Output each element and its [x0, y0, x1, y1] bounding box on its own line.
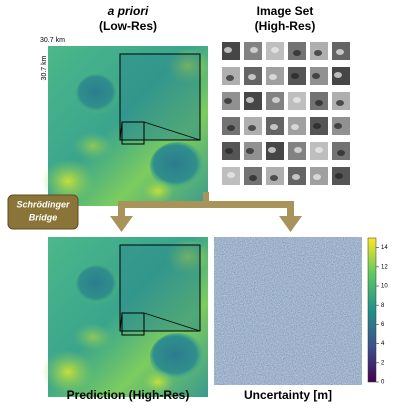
thumbnail-detail	[249, 175, 257, 181]
left-subtitle: (Low-Res)	[99, 19, 157, 33]
colorbar-tick-label: 0	[381, 380, 385, 386]
thumbnail-detail	[227, 125, 235, 131]
prediction-caption: Prediction (High-Res)	[67, 388, 190, 402]
colorbar-tick-label: 8	[381, 303, 385, 309]
thumbnail-detail	[272, 97, 280, 103]
thumbnail-detail	[291, 124, 299, 130]
thumbnail-detail	[246, 97, 254, 103]
thumbnail-detail	[268, 147, 276, 153]
thumbnail-detail	[270, 175, 278, 181]
thumbnail-detail	[225, 148, 233, 154]
thumbnail-detail	[248, 125, 256, 131]
prediction-image	[41, 236, 211, 398]
uncertainty-caption: Uncertainty [m]	[244, 388, 332, 402]
thumbnail-detail	[269, 74, 277, 80]
thumbnail-detail	[336, 49, 344, 55]
thumbnail-detail	[250, 47, 258, 53]
thumbnail-detail	[224, 47, 232, 53]
colorbar-tick-label: 6	[381, 322, 385, 328]
thumbnail-detail	[270, 124, 278, 130]
thumbnail-detail	[315, 147, 323, 153]
thumbnail-detail	[271, 47, 279, 53]
colorbar-tick-label: 12	[381, 264, 388, 270]
thumbnail-detail	[293, 50, 301, 56]
uncertainty-map	[214, 237, 362, 385]
left-title: a priori	[108, 4, 149, 18]
thumbnail-detail	[334, 72, 342, 78]
scale-x: 30.7 km	[40, 37, 65, 44]
thumbnail-detail	[337, 150, 345, 156]
thumbnail-detail	[312, 73, 320, 79]
thumbnail-detail	[227, 172, 235, 178]
colorbar-tick-label: 4	[381, 341, 385, 347]
bridge-line2: Bridge	[29, 212, 58, 222]
thumbnail-detail	[334, 123, 342, 129]
thumbnail-detail	[315, 100, 323, 106]
thumbnail-detail	[224, 98, 232, 104]
thumbnail-detail	[313, 123, 321, 129]
low-res-image	[41, 45, 211, 207]
colorbar-tick-label: 10	[381, 284, 388, 290]
right-title: Image Set	[257, 4, 314, 18]
thumbnail-detail	[226, 75, 234, 81]
thumbnail-detail	[248, 74, 256, 80]
colorbar	[367, 237, 377, 383]
bridge-box	[7, 194, 79, 230]
colorbar-tick-label: 2	[381, 360, 385, 366]
colorbar-tick-label: 14	[381, 245, 388, 251]
thumbnail-detail	[335, 173, 343, 179]
right-subtitle: (High-Res)	[255, 19, 316, 33]
thumbnail-detail	[314, 50, 322, 56]
image-set	[222, 42, 350, 185]
thumbnail-detail	[294, 147, 302, 153]
thumbnail-detail	[292, 174, 300, 180]
thumbnail-detail	[246, 148, 254, 154]
arrows	[110, 192, 302, 232]
thumbnail-detail	[336, 100, 344, 106]
thumbnail-detail	[313, 174, 321, 180]
scale-y: 30.7 km	[41, 55, 48, 80]
thumbnail-detail	[291, 73, 299, 79]
bridge-line1: Schrödinger	[16, 199, 70, 209]
thumbnail-detail	[293, 97, 301, 103]
